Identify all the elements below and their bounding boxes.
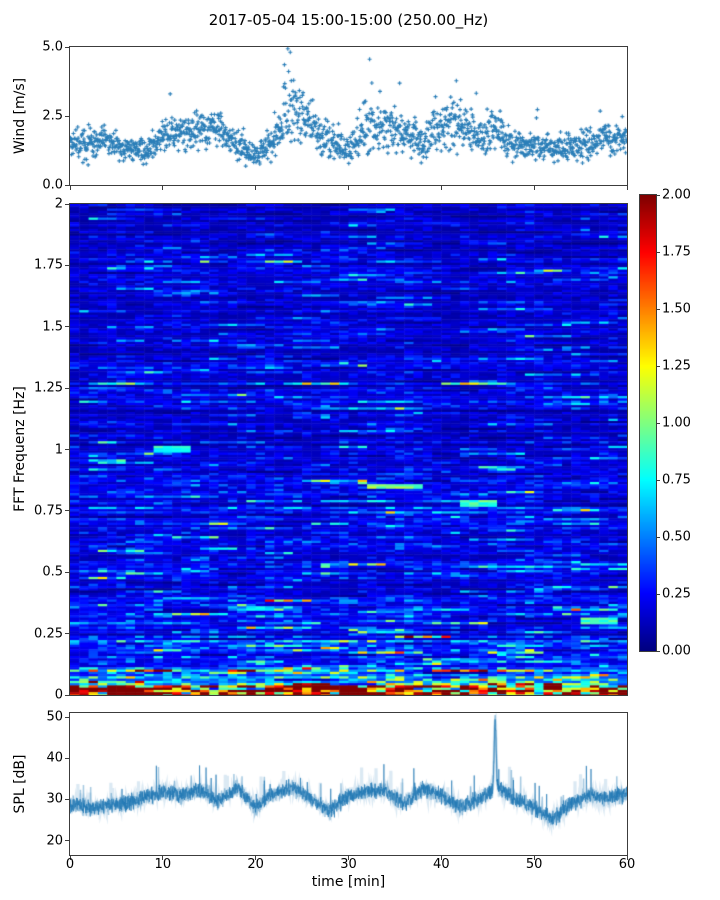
wind-xtick-mark	[255, 186, 257, 190]
colorbar-tick-mark	[657, 194, 660, 196]
colorbar-tick-label: 0.75	[662, 472, 691, 488]
spl-xtick-mark	[626, 856, 628, 860]
spectrogram-plot	[69, 203, 628, 696]
spl-ytick-label: 20	[46, 833, 63, 849]
colorbar-tick-mark	[657, 536, 660, 538]
spl-ytick-label: 50	[46, 709, 63, 725]
spectrogram-ytick-label: 1.75	[34, 257, 63, 273]
spectrogram-ytick-label: 0.25	[34, 626, 63, 642]
spl-xtick-label: 20	[247, 857, 264, 872]
spectrogram-ytick-label: 0.5	[42, 564, 63, 580]
spl-xtick-mark	[69, 856, 71, 860]
spl-line-canvas	[70, 713, 627, 855]
wind-xtick-mark	[626, 186, 628, 190]
spectrogram-ytick-mark	[65, 633, 69, 635]
spectrogram-ytick-label: 0	[54, 687, 63, 703]
spl-xtick-mark	[348, 856, 349, 860]
wind-xtick-mark	[533, 186, 535, 190]
colorbar-tick-mark	[657, 479, 660, 481]
colorbar	[639, 194, 657, 652]
wind-ytick-mark	[65, 46, 69, 48]
spectrogram-canvas	[70, 204, 627, 695]
spectrogram-ytick-mark	[65, 571, 69, 573]
colorbar-tick-label: 1.50	[662, 301, 691, 317]
colorbar-tick-mark	[657, 365, 660, 367]
spl-ytick-mark	[65, 757, 69, 759]
colorbar-tick-label: 1.00	[662, 415, 691, 431]
spl-xtick-mark	[255, 856, 257, 860]
colorbar-tick-mark	[657, 650, 660, 652]
spl-xtick-label: 0	[65, 857, 75, 872]
figure-title: 2017-05-04 15:00-15:00 (250.00_Hz)	[208, 11, 489, 29]
spl-xtick-label: 60	[618, 857, 636, 872]
wind-xtick-mark	[162, 186, 164, 190]
spectrogram-ytick-label: 0.75	[34, 503, 63, 519]
wind-ytick-mark	[65, 115, 69, 117]
colorbar-canvas	[640, 195, 656, 651]
colorbar-tick-label: 0.50	[662, 529, 691, 545]
spl-xtick-mark	[440, 856, 442, 860]
wind-xtick-mark	[440, 186, 442, 190]
wind-xtick-mark	[69, 186, 71, 190]
spectrogram-ytick-mark	[65, 203, 69, 205]
spectrogram-ytick-mark	[65, 694, 69, 696]
wind-plot	[69, 46, 628, 186]
spectrogram-ytick-mark	[65, 264, 69, 266]
spl-ytick-mark	[65, 716, 69, 718]
spectrogram-ytick-label: 2	[54, 196, 63, 212]
spectrogram-ytick-label: 1	[54, 442, 63, 457]
colorbar-tick-label: 1.75	[662, 244, 691, 260]
spl-ytick-label: 40	[46, 750, 63, 766]
spectrogram-ytick-label: 1.25	[34, 380, 63, 396]
spectrogram-ytick-mark	[65, 510, 69, 512]
spl-ytick-label: 30	[46, 791, 63, 807]
wind-ytick-label: 5.0	[42, 39, 63, 55]
spectrogram-ytick-label: 1.5	[42, 319, 63, 335]
time-xlabel: time [min]	[311, 874, 386, 890]
wind-ytick-mark	[65, 184, 69, 186]
spl-xtick-mark	[162, 856, 164, 860]
wind-scatter-canvas	[70, 47, 627, 185]
spectrogram-ytick-mark	[65, 449, 69, 450]
spl-plot	[69, 712, 628, 856]
spl-xtick-label: 50	[525, 857, 543, 872]
spl-ytick-mark	[65, 840, 69, 842]
wind-ytick-label: 2.5	[42, 108, 63, 124]
spl-ytick-mark	[65, 798, 69, 800]
colorbar-tick-label: 2.00	[662, 187, 691, 203]
colorbar-tick-mark	[657, 422, 660, 424]
colorbar-tick-label: 0.25	[662, 586, 691, 602]
colorbar-tick-mark	[657, 308, 660, 310]
spectrogram-ytick-mark	[65, 387, 69, 389]
colorbar-tick-mark	[657, 593, 660, 595]
spl-xtick-mark	[533, 856, 535, 860]
spectrogram-ytick-mark	[65, 326, 69, 328]
colorbar-tick-mark	[657, 251, 660, 253]
spl-xtick-label: 40	[433, 857, 450, 872]
spl-xtick-label: 30	[340, 857, 357, 872]
spl-xtick-label: 10	[154, 857, 172, 872]
wind-ytick-label: 0.0	[42, 177, 63, 193]
colorbar-tick-label: 1.25	[662, 358, 691, 374]
wind-xtick-mark	[348, 186, 349, 190]
colorbar-tick-label: 0.00	[662, 643, 691, 659]
